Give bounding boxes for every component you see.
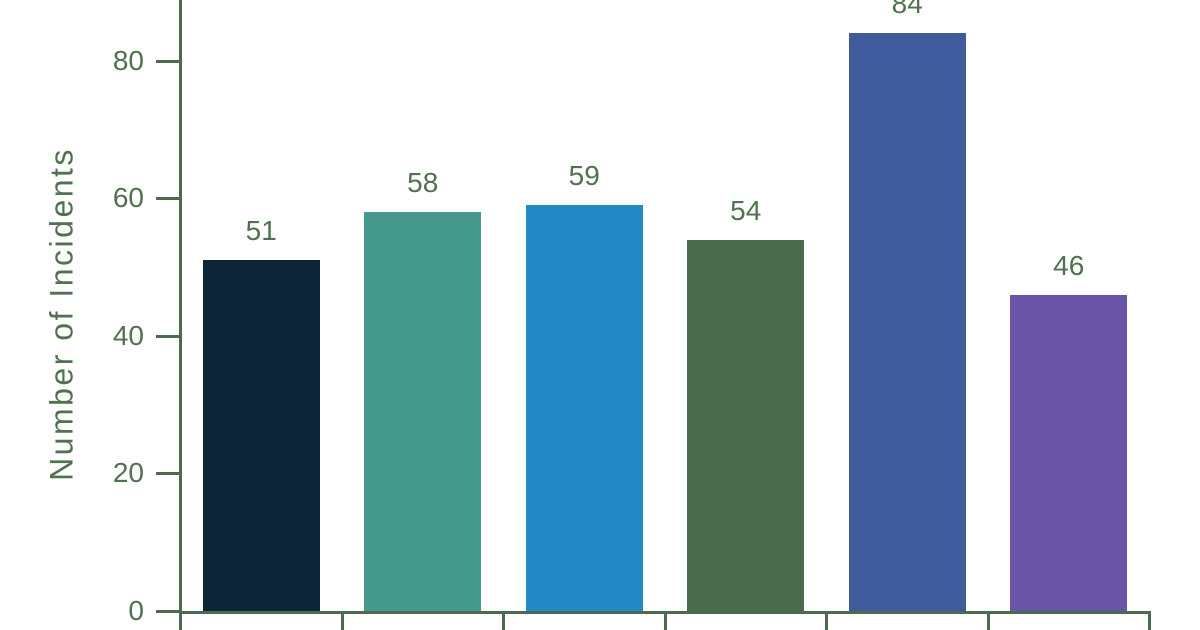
x-tick xyxy=(663,611,667,630)
y-axis-line xyxy=(179,0,182,630)
y-tick xyxy=(156,334,181,338)
y-tick-label: 60 xyxy=(112,182,144,214)
y-tick xyxy=(156,59,181,63)
x-tick xyxy=(340,611,344,630)
y-tick-label: 20 xyxy=(112,457,144,489)
bar-value-label: 51 xyxy=(245,215,277,247)
bar xyxy=(848,33,966,611)
bar-value-label: 59 xyxy=(568,160,600,192)
y-tick-label: 0 xyxy=(128,595,144,626)
y-tick xyxy=(156,610,181,613)
bar-value-label: 58 xyxy=(407,167,439,199)
bar-value-label: 54 xyxy=(730,194,762,226)
y-tick xyxy=(156,472,181,476)
x-tick xyxy=(179,611,182,630)
x-tick xyxy=(986,611,990,630)
bar xyxy=(1010,294,1128,611)
bar xyxy=(202,260,320,611)
bar xyxy=(687,239,805,611)
x-tick xyxy=(825,611,828,630)
y-tick xyxy=(156,197,181,201)
bar xyxy=(525,205,643,611)
bar-value-label: 84 xyxy=(891,0,923,20)
bar xyxy=(364,212,482,611)
bar-value-label: 46 xyxy=(1053,249,1085,281)
x-tick xyxy=(502,611,505,630)
y-tick-label: 40 xyxy=(112,319,144,351)
y-tick-label: 80 xyxy=(112,44,144,76)
x-tick xyxy=(1148,611,1151,630)
